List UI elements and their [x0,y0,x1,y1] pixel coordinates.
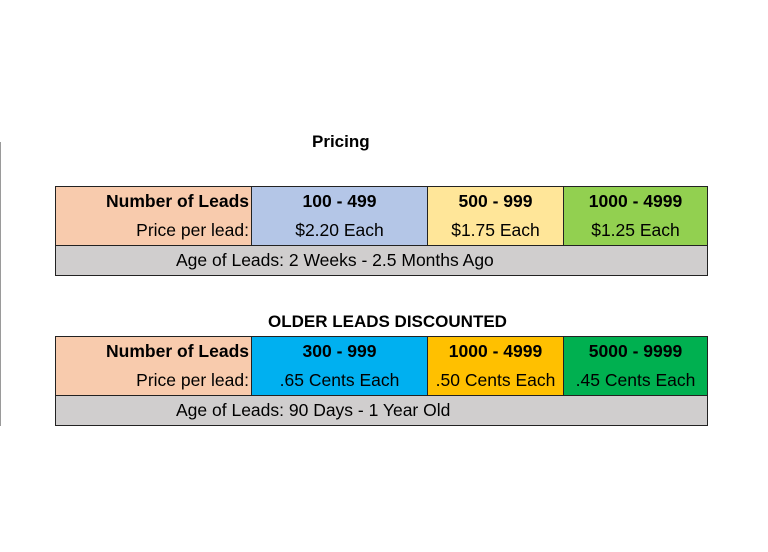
older-range-row: Number of Leads 300 - 999 1000 - 4999 50… [55,336,708,366]
price-label: Price per lead: [55,366,252,396]
tier-price: $1.25 Each [563,216,708,246]
age-of-leads: Age of Leads: 90 Days - 1 Year Old [55,395,708,426]
pricing-title: Pricing [312,132,370,151]
tier-price: .50 Cents Each [427,366,564,396]
tier-price: $2.20 Each [251,216,428,246]
leads-label: Number of Leads [55,336,252,366]
pricing-range-row: Number of Leads 100 - 499 500 - 999 1000… [55,186,708,216]
tier-price: .65 Cents Each [251,366,428,396]
left-edge-line [0,142,1,426]
tier-price: $1.75 Each [427,216,564,246]
age-of-leads: Age of Leads: 2 Weeks - 2.5 Months Ago [55,245,708,276]
older-leads-table: Number of Leads 300 - 999 1000 - 4999 50… [55,336,708,426]
older-age-row: Age of Leads: 90 Days - 1 Year Old [55,395,708,426]
price-label: Price per lead: [55,216,252,246]
tier-range: 300 - 999 [251,336,428,366]
older-leads-title: OLDER LEADS DISCOUNTED [268,312,507,331]
pricing-age-row: Age of Leads: 2 Weeks - 2.5 Months Ago [55,245,708,276]
tier-range: 100 - 499 [251,186,428,216]
tier-range: 5000 - 9999 [563,336,708,366]
pricing-price-row: Price per lead: $2.20 Each $1.75 Each $1… [55,216,708,246]
pricing-table: Number of Leads 100 - 499 500 - 999 1000… [55,186,708,276]
tier-range: 1000 - 4999 [427,336,564,366]
tier-range: 1000 - 4999 [563,186,708,216]
tier-range: 500 - 999 [427,186,564,216]
tier-price: .45 Cents Each [563,366,708,396]
older-price-row: Price per lead: .65 Cents Each .50 Cents… [55,366,708,396]
leads-label: Number of Leads [55,186,252,216]
